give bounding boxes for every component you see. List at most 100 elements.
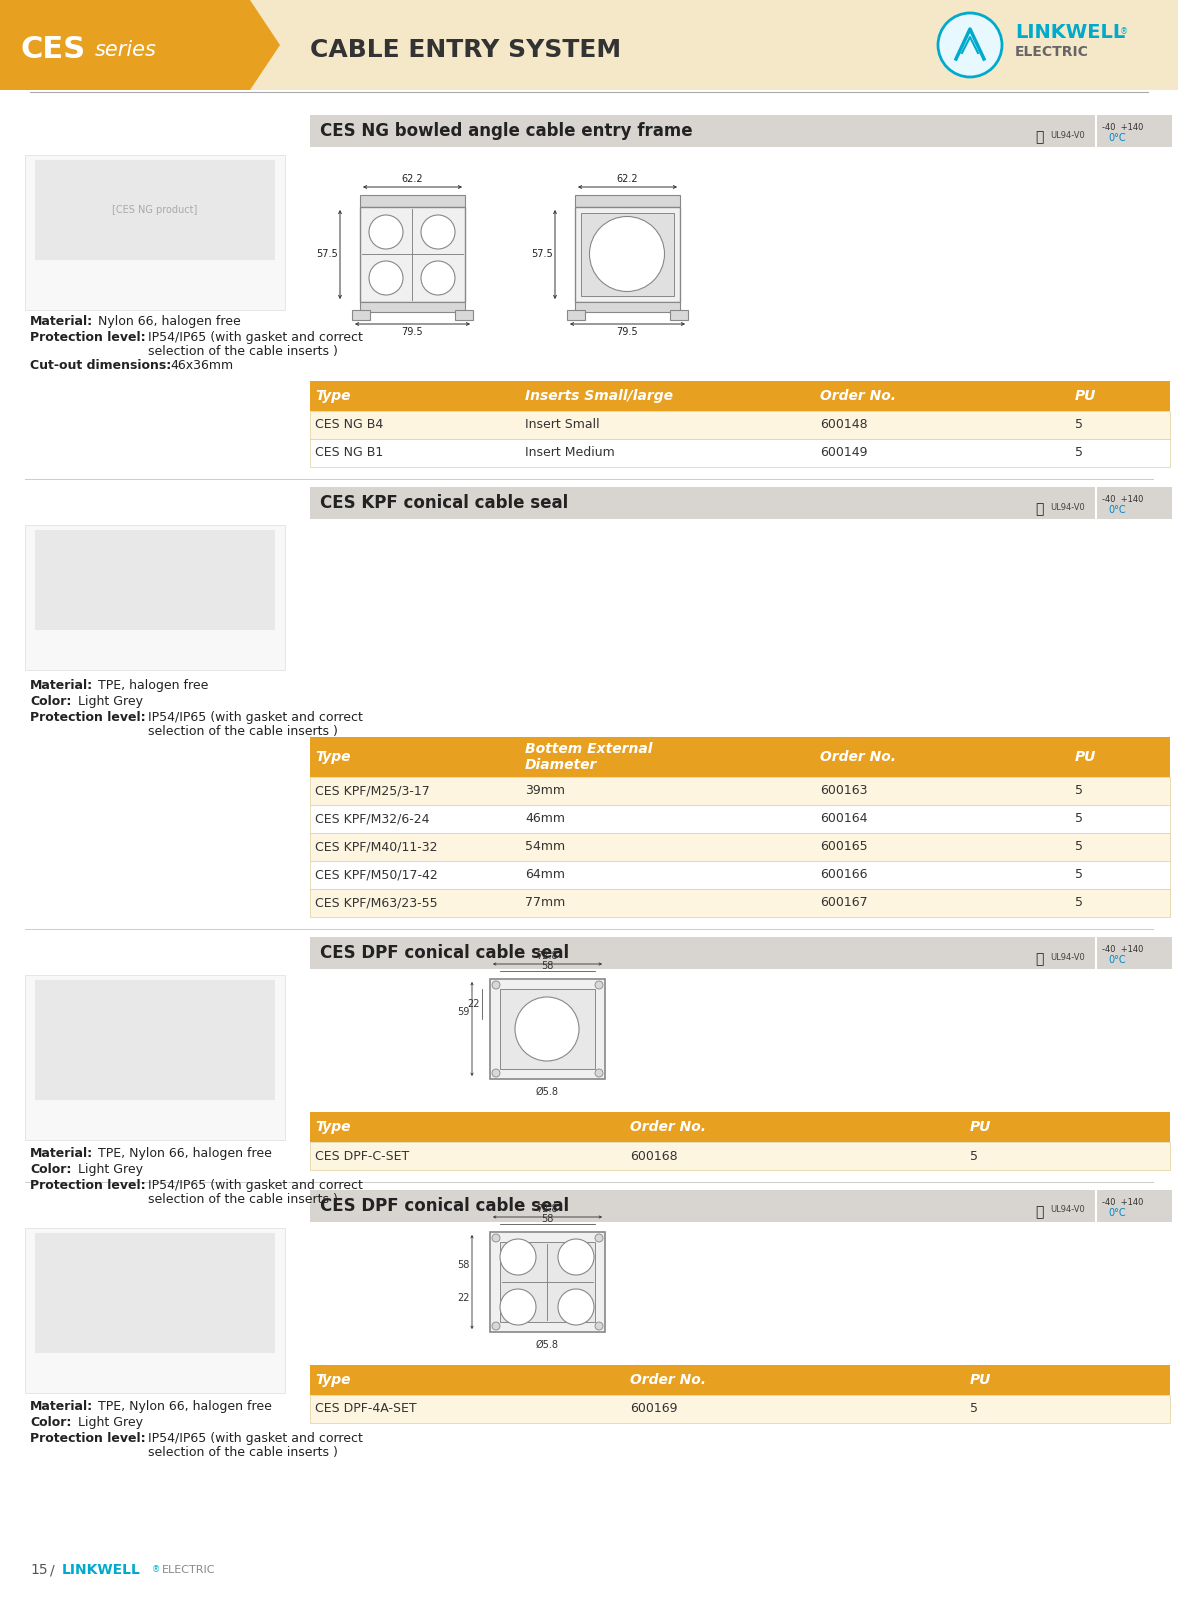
Text: -40  +140: -40 +140 <box>1101 494 1144 504</box>
Text: CES KPF/M40/11-32: CES KPF/M40/11-32 <box>315 840 437 853</box>
Bar <box>310 805 1170 834</box>
Text: Type: Type <box>315 750 351 765</box>
Text: CES DPF conical cable seal: CES DPF conical cable seal <box>320 1197 569 1214</box>
Text: Protection level:: Protection level: <box>29 1432 146 1445</box>
Text: TPE, halogen free: TPE, halogen free <box>98 678 209 691</box>
Text: 5: 5 <box>969 1149 978 1163</box>
Text: Color:: Color: <box>29 1416 72 1429</box>
Text: 600168: 600168 <box>630 1149 677 1163</box>
Text: CES DPF-C-SET: CES DPF-C-SET <box>315 1149 409 1163</box>
Text: CES KPF/M63/23-55: CES KPF/M63/23-55 <box>315 896 437 909</box>
Text: IP54/IP65 (with gasket and correct: IP54/IP65 (with gasket and correct <box>148 331 363 344</box>
Text: 77mm: 77mm <box>525 896 565 909</box>
Text: 58: 58 <box>541 962 554 971</box>
Text: CES KPF/M50/17-42: CES KPF/M50/17-42 <box>315 869 438 882</box>
Bar <box>1097 486 1172 518</box>
Circle shape <box>369 214 403 250</box>
Text: 46x36mm: 46x36mm <box>170 358 233 371</box>
Text: 600164: 600164 <box>820 813 867 826</box>
Text: Insert Medium: Insert Medium <box>525 446 615 459</box>
Circle shape <box>369 261 403 294</box>
Bar <box>1030 938 1096 970</box>
Text: 600148: 600148 <box>820 419 868 432</box>
Bar <box>1030 115 1096 147</box>
Bar <box>360 195 465 206</box>
Text: PU: PU <box>969 1373 992 1387</box>
Text: Material:: Material: <box>29 315 93 328</box>
Polygon shape <box>0 0 280 90</box>
Bar <box>310 1112 1170 1142</box>
Text: 46mm: 46mm <box>525 813 565 826</box>
Bar <box>352 310 370 320</box>
Text: selection of the cable inserts ): selection of the cable inserts ) <box>148 346 338 358</box>
Text: 🔥: 🔥 <box>1035 130 1044 144</box>
Text: Protection level:: Protection level: <box>29 331 146 344</box>
Text: 22: 22 <box>468 998 479 1010</box>
Text: CES KPF/M32/6-24: CES KPF/M32/6-24 <box>315 813 430 826</box>
Bar <box>360 302 465 312</box>
Circle shape <box>938 13 1002 77</box>
Bar <box>310 411 1170 438</box>
Text: selection of the cable inserts ): selection of the cable inserts ) <box>148 725 338 738</box>
Text: 57.5: 57.5 <box>531 250 552 259</box>
Text: [CES NG product]: [CES NG product] <box>112 205 198 214</box>
Bar <box>310 834 1170 861</box>
Text: /: / <box>49 1563 54 1578</box>
Circle shape <box>499 1238 536 1275</box>
Text: PU: PU <box>969 1120 992 1134</box>
Text: 79.5: 79.5 <box>402 326 423 338</box>
Text: Order No.: Order No. <box>630 1373 706 1387</box>
Text: PU: PU <box>1076 750 1097 765</box>
Text: 59: 59 <box>457 1006 470 1018</box>
Text: CES NG B1: CES NG B1 <box>315 446 383 459</box>
Bar <box>25 155 285 310</box>
Bar <box>310 1190 1030 1222</box>
Bar <box>310 938 1030 970</box>
Bar <box>25 1229 285 1394</box>
Text: UL94-V0: UL94-V0 <box>1050 502 1085 512</box>
Text: Order No.: Order No. <box>630 1120 706 1134</box>
Text: ELECTRIC: ELECTRIC <box>163 1565 216 1574</box>
Text: CES: CES <box>20 35 85 64</box>
Bar <box>310 1365 1170 1395</box>
Text: Color:: Color: <box>29 1163 72 1176</box>
Text: Ø5.8: Ø5.8 <box>536 1086 558 1098</box>
Text: 39mm: 39mm <box>525 784 565 797</box>
Text: 600163: 600163 <box>820 784 867 797</box>
Bar <box>310 115 1030 147</box>
Text: Light Grey: Light Grey <box>78 694 143 707</box>
Text: 62.2: 62.2 <box>616 174 637 184</box>
Text: Bottem External: Bottem External <box>525 742 653 757</box>
Circle shape <box>421 214 455 250</box>
Text: 5: 5 <box>1076 813 1083 826</box>
Text: LINKWELL: LINKWELL <box>62 1563 141 1578</box>
Bar <box>360 206 465 302</box>
Text: 600167: 600167 <box>820 896 868 909</box>
Bar <box>670 310 688 320</box>
Text: 58: 58 <box>457 1261 470 1270</box>
Text: Diameter: Diameter <box>525 758 597 773</box>
Text: 58: 58 <box>541 1214 554 1224</box>
Text: Order No.: Order No. <box>820 750 896 765</box>
Text: 600165: 600165 <box>820 840 868 853</box>
Circle shape <box>558 1238 594 1275</box>
Text: 0°C: 0°C <box>1108 1208 1126 1218</box>
Bar <box>1097 115 1172 147</box>
Text: 5: 5 <box>1076 840 1083 853</box>
Text: 72.8: 72.8 <box>536 1203 558 1214</box>
Text: 5: 5 <box>1076 419 1083 432</box>
Text: 0°C: 0°C <box>1108 955 1126 965</box>
Bar <box>1097 1190 1172 1222</box>
Text: 600149: 600149 <box>820 446 867 459</box>
Text: 5: 5 <box>1076 896 1083 909</box>
Bar <box>310 381 1170 411</box>
Bar <box>35 1234 274 1354</box>
Text: 🔥: 🔥 <box>1035 1205 1044 1219</box>
Bar <box>575 206 680 302</box>
Text: ELECTRIC: ELECTRIC <box>1015 45 1088 59</box>
Text: Material:: Material: <box>29 1147 93 1160</box>
Bar <box>499 1242 595 1322</box>
Bar <box>310 1395 1170 1422</box>
Text: CES KPF/M25/3-17: CES KPF/M25/3-17 <box>315 784 430 797</box>
Circle shape <box>421 261 455 294</box>
